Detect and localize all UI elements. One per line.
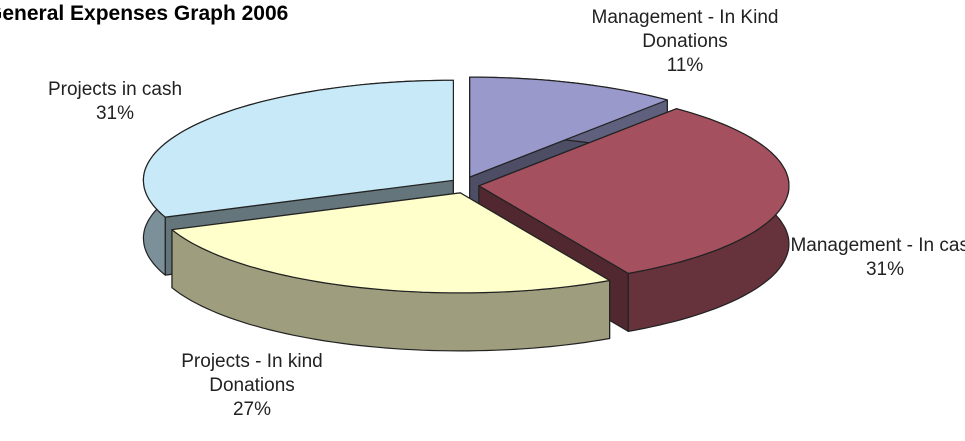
slice-top [171,192,611,294]
data-label: Projects in cash 31% [20,78,210,126]
data-label: Management - In cash 31% [790,234,965,282]
label-value: 27% [232,399,272,420]
label-name: Projects - In kind Donations [181,351,323,396]
chart-title: General Expenses Graph 2006 [0,2,289,25]
label-value: 31% [865,259,905,280]
slice-top [469,76,668,178]
label-name: Management - In cash [790,235,965,256]
slice-top [142,79,454,218]
slice [171,192,611,352]
data-label: Management - In Kind Donations 11% [590,6,780,78]
label-value: 31% [95,103,135,124]
slice [478,108,790,332]
slice-top [478,108,790,274]
label-value: 11% [666,55,704,76]
label-name: Projects in cash [47,79,183,100]
data-label: Projects - In kind Donations 27% [157,350,347,422]
label-name: Management - In Kind Donations [591,7,779,52]
